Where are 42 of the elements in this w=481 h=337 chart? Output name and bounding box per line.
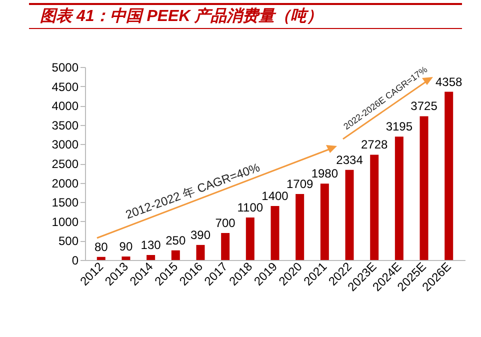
bar — [196, 244, 205, 260]
data-label: 4358 — [436, 74, 463, 89]
y-tick-label: 1000 — [52, 214, 79, 229]
y-tick-label: 5000 — [52, 60, 79, 74]
data-label: 250 — [166, 233, 186, 248]
bar — [96, 256, 106, 260]
y-tick-label: 500 — [58, 234, 79, 248]
y-tick-label: 3000 — [52, 138, 79, 152]
y-tick-label: 3500 — [52, 118, 79, 132]
bar — [122, 256, 130, 260]
data-label: 80 — [94, 240, 108, 254]
bar — [246, 218, 254, 260]
data-label: 3195 — [386, 120, 413, 134]
data-label: 90 — [119, 240, 133, 254]
data-label: 1100 — [237, 200, 264, 215]
bar — [345, 170, 354, 260]
y-tick-label: 4000 — [52, 99, 79, 114]
data-label: 1400 — [262, 188, 289, 203]
bar — [420, 116, 428, 260]
bar — [270, 206, 280, 260]
bar — [221, 232, 230, 260]
bar — [171, 250, 180, 260]
y-tick-label: 0 — [72, 254, 79, 268]
bar — [146, 254, 156, 260]
y-tick-label: 1500 — [52, 196, 79, 210]
y-tick-label: 2500 — [52, 157, 79, 171]
bar — [320, 184, 329, 260]
bar — [296, 194, 304, 260]
data-label: 2334 — [336, 152, 364, 167]
data-label: 130 — [140, 238, 162, 252]
data-label: 2728 — [360, 138, 388, 152]
chart-title: 图表 41：中国 PEEK 产品消费量（吨） — [40, 6, 323, 27]
data-label: 700 — [215, 216, 236, 230]
bar — [394, 136, 404, 260]
y-tick-label: 4500 — [52, 80, 79, 94]
y-tick-label: 2000 — [52, 176, 79, 190]
data-label: 1980 — [311, 166, 338, 181]
data-label: 390 — [190, 228, 211, 242]
bar — [370, 154, 379, 260]
data-label: 3725 — [410, 99, 438, 114]
bar — [444, 92, 454, 260]
data-label: 1709 — [286, 177, 314, 192]
